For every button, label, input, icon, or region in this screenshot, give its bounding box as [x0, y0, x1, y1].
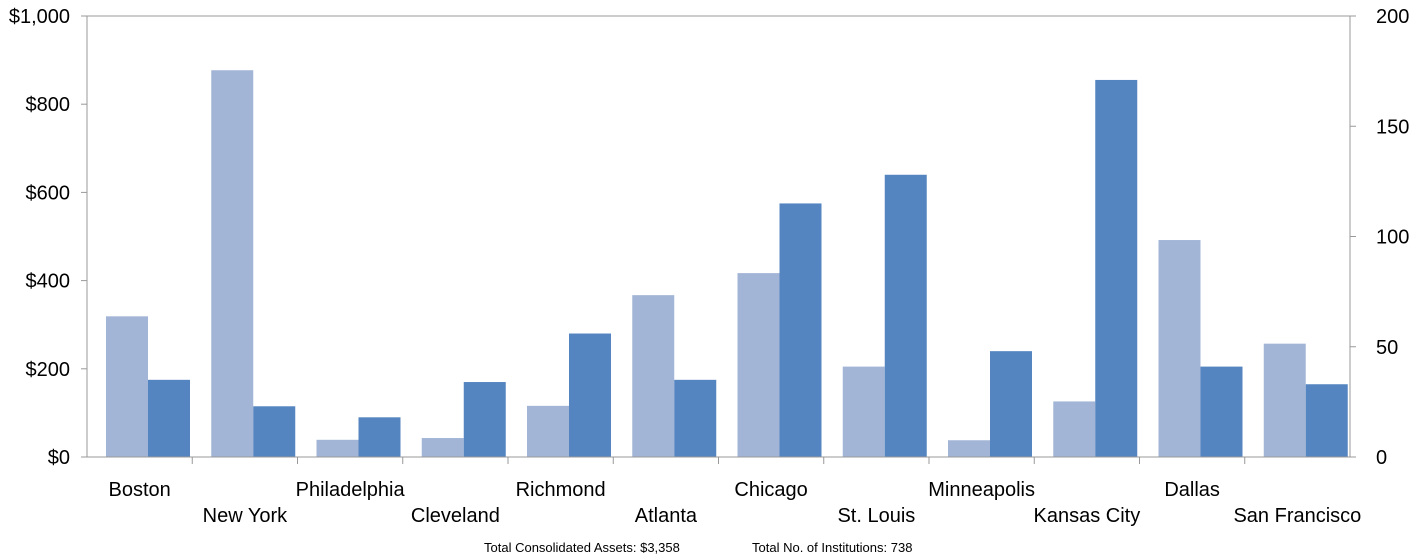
bar-left-axis-9 — [1053, 401, 1096, 457]
bar-right-axis-6 — [779, 203, 822, 457]
category-label: St. Louis — [837, 505, 915, 527]
bar-left-axis-6 — [737, 273, 780, 457]
bar-right-axis-8 — [990, 351, 1032, 457]
bar-left-axis-2 — [316, 439, 359, 457]
category-label: San Francisco — [1233, 505, 1361, 527]
y-right-tick-label: 50 — [1376, 337, 1398, 359]
y-left-tick-label: $600 — [26, 182, 71, 204]
y-left-tick-label: $1,000 — [9, 6, 70, 28]
bar-right-axis-10 — [1200, 366, 1243, 457]
category-label: Cleveland — [411, 505, 500, 527]
bar-right-axis-4 — [569, 333, 611, 457]
category-label: Kansas City — [1034, 505, 1141, 527]
category-label: Atlanta — [635, 505, 698, 527]
y-left-tick-label: $800 — [26, 94, 71, 116]
bar-left-axis-1 — [211, 70, 254, 458]
bar-left-axis-4 — [527, 405, 569, 457]
bar-right-axis-5 — [674, 379, 717, 457]
bar-left-axis-0 — [106, 316, 148, 457]
category-label: Dallas — [1164, 479, 1220, 501]
footer-total-assets: Total Consolidated Assets: $3,358 — [484, 540, 680, 555]
bar-right-axis-0 — [148, 379, 190, 457]
bar-left-axis-11 — [1263, 343, 1306, 457]
y-right-tick-label: 200 — [1376, 6, 1409, 28]
y-right-tick-label: 150 — [1376, 116, 1409, 138]
bar-left-axis-7 — [842, 366, 885, 457]
y-left-tick-label: $400 — [26, 271, 71, 293]
category-label: Richmond — [516, 479, 606, 501]
category-label: New York — [203, 505, 288, 527]
bar-right-axis-3 — [463, 382, 506, 457]
category-label: Minneapolis — [928, 479, 1035, 501]
y-left-tick-label: $0 — [48, 447, 70, 469]
bar-left-axis-3 — [421, 438, 464, 457]
bar-right-axis-11 — [1305, 384, 1348, 457]
category-label: Philadelphia — [296, 479, 406, 501]
bar-left-axis-10 — [1158, 240, 1201, 457]
y-right-tick-label: 100 — [1376, 227, 1409, 249]
bars-layer — [106, 70, 1348, 458]
y-right-tick-label: 0 — [1376, 447, 1387, 469]
category-label: Boston — [108, 479, 170, 501]
bar-right-axis-2 — [358, 417, 401, 457]
y-left-tick-label: $200 — [26, 359, 71, 381]
bar-right-axis-7 — [884, 174, 927, 457]
category-label: Chicago — [734, 479, 807, 501]
bar-left-axis-5 — [632, 295, 675, 457]
bar-right-axis-1 — [253, 406, 296, 457]
bar-right-axis-9 — [1095, 79, 1138, 457]
axes-layer: $0 $200 $400 $600 $800 $1,000 0 50 100 150 200 — [9, 6, 1410, 469]
bar-left-axis-8 — [948, 440, 990, 457]
footer-total-institutions: Total No. of Institutions: 738 — [752, 540, 912, 555]
